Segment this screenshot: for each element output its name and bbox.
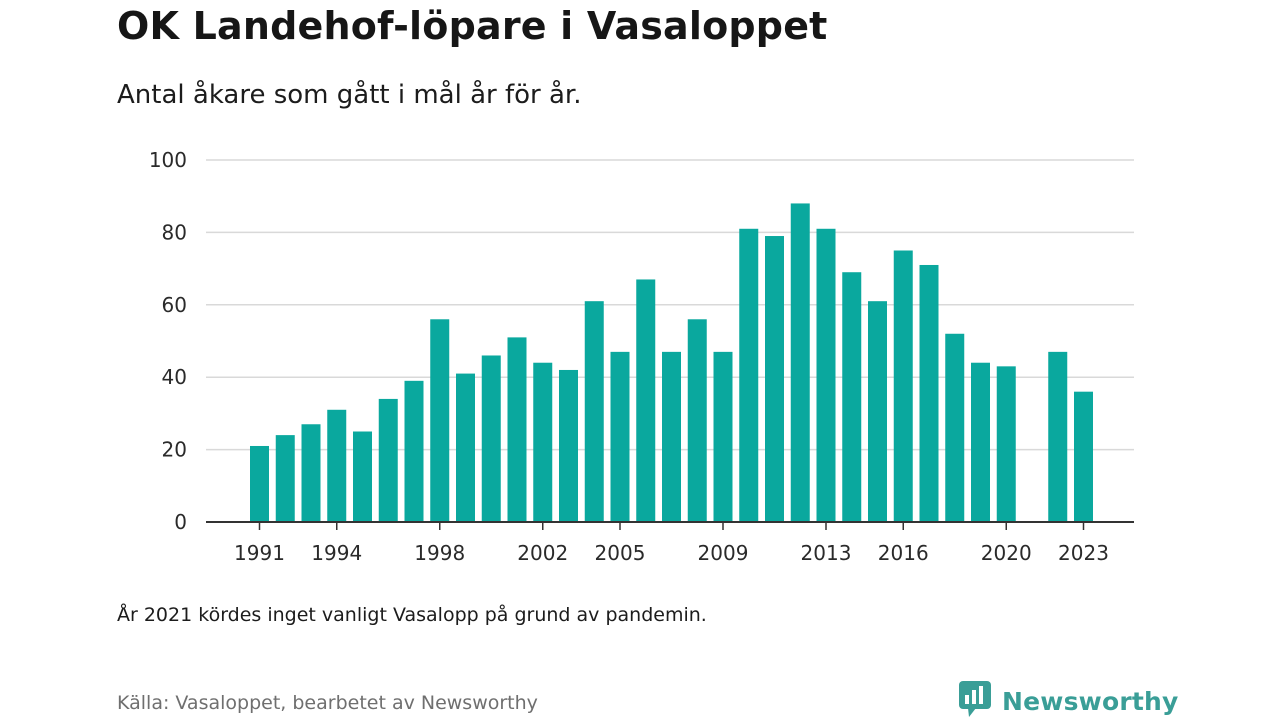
bars bbox=[250, 203, 1093, 522]
x-tick-label: 2013 bbox=[801, 541, 852, 565]
bar-2003 bbox=[559, 369, 578, 522]
bar-2015 bbox=[868, 301, 887, 522]
bar-2005 bbox=[610, 351, 630, 522]
y-tick-label: 20 bbox=[162, 438, 187, 462]
bar-2023 bbox=[1074, 391, 1093, 522]
bar-2011 bbox=[765, 236, 784, 522]
bar-2017 bbox=[919, 264, 939, 522]
x-tick-label: 2016 bbox=[878, 541, 929, 565]
y-tick-label: 60 bbox=[162, 293, 187, 317]
bar-2007 bbox=[662, 351, 681, 522]
x-tick-label: 1994 bbox=[311, 541, 362, 565]
bar-2012 bbox=[790, 203, 810, 522]
bar-1998 bbox=[430, 319, 450, 522]
brand-name: Newsworthy bbox=[1002, 686, 1179, 716]
chart-title: OK Landehof-löpare i Vasaloppet bbox=[117, 4, 828, 48]
bar-2000 bbox=[481, 355, 501, 522]
bar-2014 bbox=[842, 272, 862, 522]
bar-1993 bbox=[301, 424, 321, 522]
bar-2013 bbox=[816, 228, 836, 522]
bar-2006 bbox=[636, 279, 656, 522]
x-tick-label: 2002 bbox=[517, 541, 568, 565]
bar-2002 bbox=[533, 362, 553, 522]
x-tick-label: 1998 bbox=[414, 541, 465, 565]
y-tick-label: 100 bbox=[149, 148, 187, 172]
bar-1991 bbox=[250, 445, 269, 522]
bar-2001 bbox=[507, 337, 527, 522]
bar-2016 bbox=[893, 250, 913, 522]
x-tick-label: 2009 bbox=[698, 541, 749, 565]
y-tick-label: 0 bbox=[174, 510, 187, 534]
y-tick-label: 40 bbox=[162, 365, 187, 389]
x-tick-label: 2023 bbox=[1058, 541, 1109, 565]
bar-2010 bbox=[739, 228, 759, 522]
brand-logo[interactable]: Newsworthy bbox=[958, 680, 1179, 722]
bar-1997 bbox=[404, 380, 424, 522]
bar-2018 bbox=[945, 333, 965, 522]
bar-1996 bbox=[378, 398, 398, 522]
bar-2004 bbox=[584, 301, 604, 522]
y-axis-ticks: 0 20 40 60 80 100 bbox=[149, 148, 187, 534]
bar-2019 bbox=[971, 362, 990, 522]
bar-1992 bbox=[275, 435, 295, 522]
bar-2008 bbox=[687, 319, 707, 522]
bar-1994 bbox=[327, 409, 347, 522]
bar-2022 bbox=[1048, 351, 1068, 522]
x-tick-label: 2020 bbox=[981, 541, 1032, 565]
bar-2020 bbox=[996, 366, 1016, 522]
source-text: Källa: Vasaloppet, bearbetet av Newswort… bbox=[117, 692, 538, 714]
y-tick-label: 80 bbox=[162, 220, 187, 244]
chart-subtitle: Antal åkare som gått i mål år för år. bbox=[117, 80, 582, 110]
x-tick-label: 1991 bbox=[234, 541, 285, 565]
bar-chart: 0 20 40 60 80 100 1991 1994 1998 2002 2005 2009 201… bbox=[149, 148, 1134, 565]
chart-note: År 2021 kördes inget vanligt Vasalopp på… bbox=[117, 604, 707, 626]
x-axis-ticks: 1991 1994 1998 2002 2005 2009 2013 2016 2020 2023 bbox=[234, 522, 1109, 565]
newsworthy-logo-icon bbox=[958, 680, 992, 722]
bar-1999 bbox=[456, 373, 475, 522]
bar-2009 bbox=[713, 351, 733, 522]
bar-1995 bbox=[353, 431, 372, 522]
x-tick-label: 2005 bbox=[595, 541, 646, 565]
